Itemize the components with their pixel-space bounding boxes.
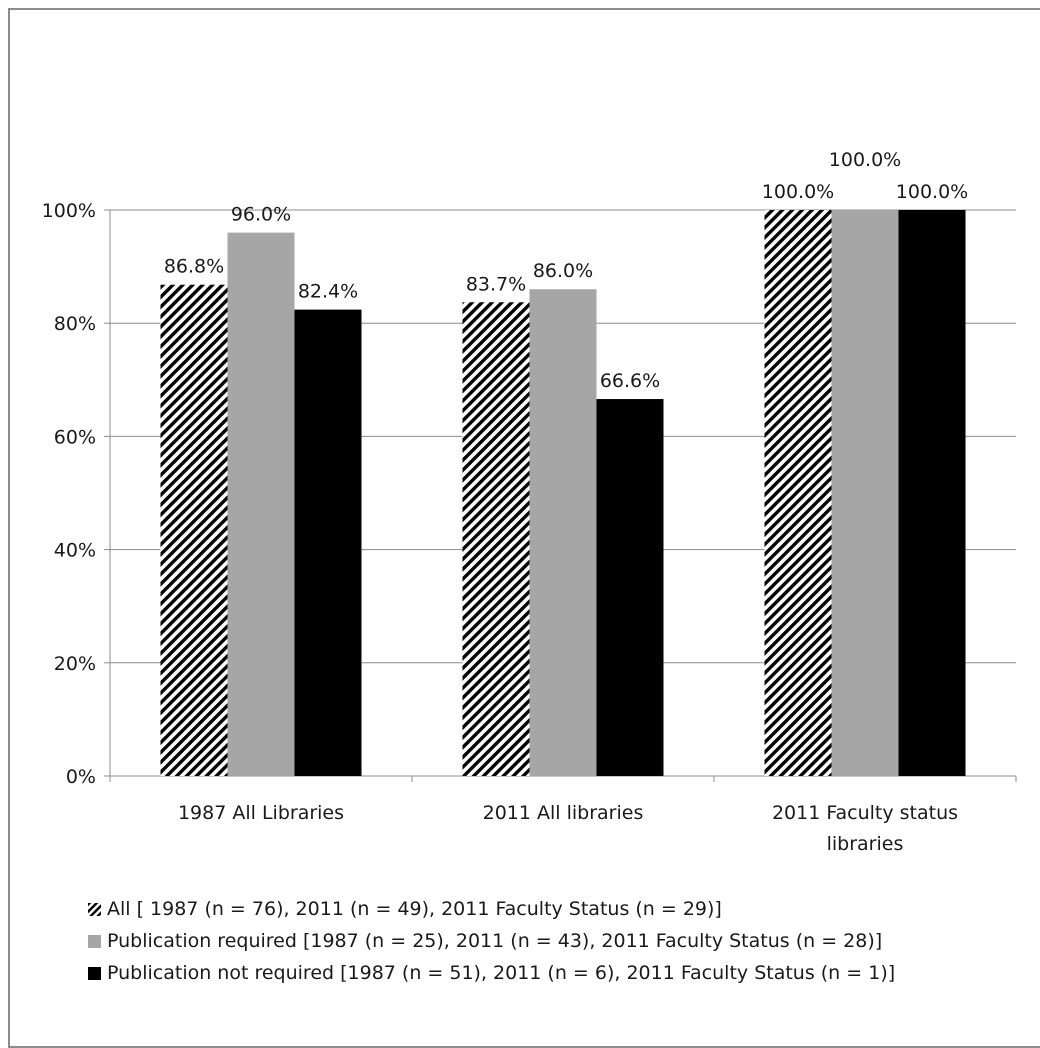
data-label: 100.0% [829, 149, 901, 171]
legend-label-publication-required: Publication required [1987 (n = 25), 201… [107, 930, 883, 952]
data-label: 86.8% [164, 256, 224, 278]
x-tick-label: 2011 Faculty status [772, 802, 958, 824]
legend-item-all: All [ 1987 (n = 76), 2011 (n = 49), 2011… [88, 893, 895, 925]
legend-label-all: All [ 1987 (n = 76), 2011 (n = 49), 2011… [107, 898, 722, 920]
data-label: 66.6% [600, 370, 660, 392]
bar [831, 210, 899, 776]
y-tick-label: 80% [54, 313, 96, 335]
bar [160, 284, 228, 776]
bar [294, 309, 362, 776]
y-tick-label: 60% [54, 426, 96, 448]
data-label: 86.0% [533, 260, 593, 282]
legend-label-publication-not-required: Publication not required [1987 (n = 51),… [107, 962, 896, 984]
legend-item-publication-not-required: Publication not required [1987 (n = 51),… [88, 957, 895, 989]
legend-swatch-publication-required [88, 935, 101, 948]
bar [898, 210, 966, 776]
y-tick-label: 0% [66, 766, 96, 788]
y-tick-label: 20% [54, 653, 96, 675]
x-tick-label: 1987 All Libraries [178, 802, 344, 824]
legend-swatch-publication-not-required [88, 967, 101, 980]
data-label: 83.7% [466, 273, 526, 295]
bar [462, 302, 530, 776]
data-label: 100.0% [896, 181, 968, 203]
legend-swatch-all [88, 903, 101, 916]
data-label: 82.4% [298, 281, 358, 303]
bar [529, 289, 597, 776]
legend-item-publication-required: Publication required [1987 (n = 25), 201… [88, 925, 895, 957]
bar [764, 210, 832, 776]
y-tick-label: 40% [54, 540, 96, 562]
x-tick-label: libraries [827, 833, 904, 855]
x-tick-label: 2011 All libraries [483, 802, 644, 824]
data-label: 96.0% [231, 204, 291, 226]
legend: All [ 1987 (n = 76), 2011 (n = 49), 2011… [88, 893, 895, 989]
bar [596, 399, 664, 776]
data-label: 100.0% [762, 181, 834, 203]
bar [227, 232, 295, 776]
y-tick-label: 100% [42, 200, 96, 222]
